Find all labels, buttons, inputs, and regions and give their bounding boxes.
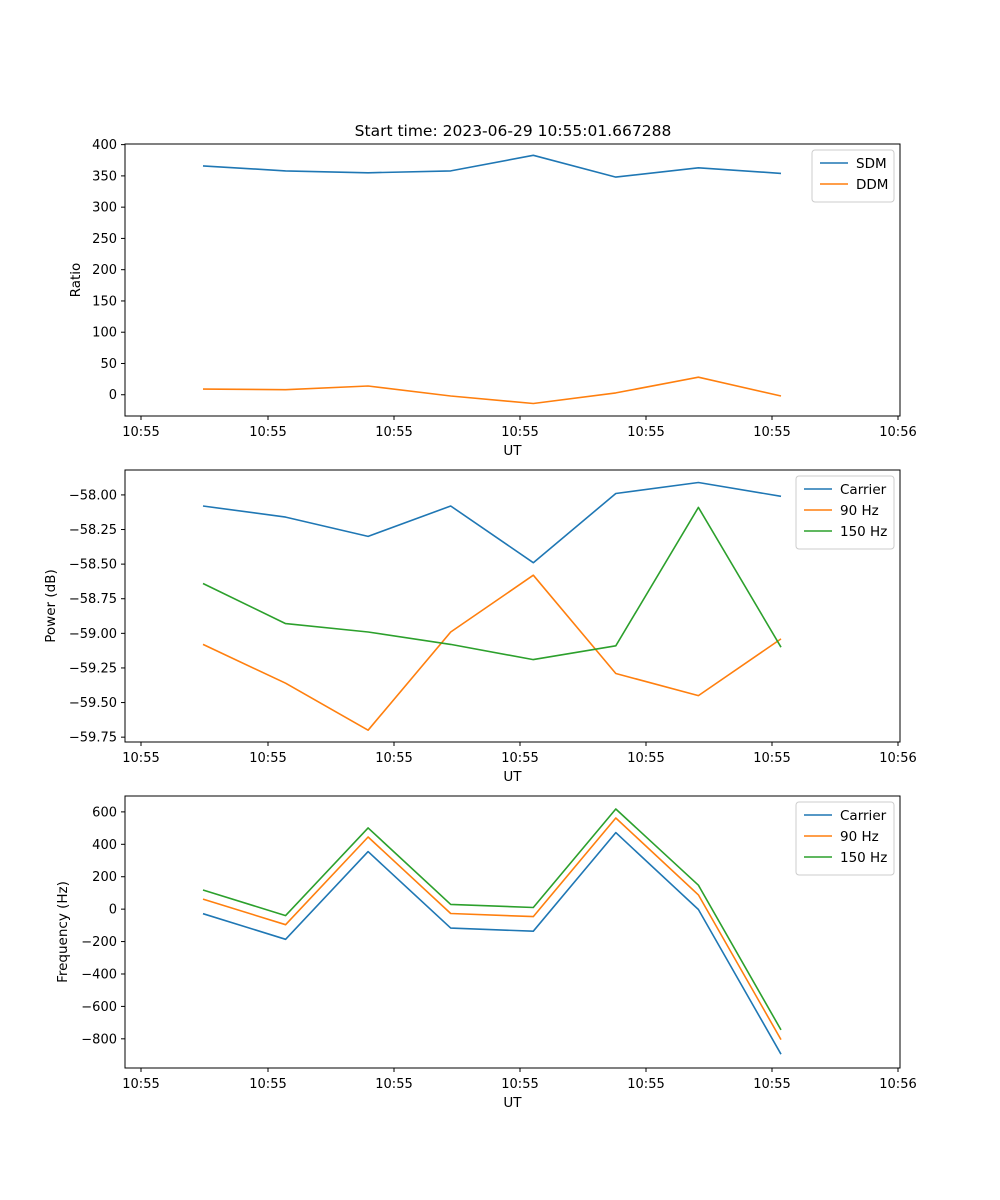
series-line-90-hz xyxy=(202,817,782,1040)
legend-label: Carrier xyxy=(840,808,887,824)
legend-label: Carrier xyxy=(840,482,887,498)
x-tick-label: 10:55 xyxy=(375,751,412,766)
y-tick-label: 150 xyxy=(92,294,117,309)
y-tick-label: −58.00 xyxy=(69,488,117,503)
x-tick-label: 10:56 xyxy=(879,1077,916,1092)
y-tick-label: 250 xyxy=(92,232,117,247)
legend-label: SDM xyxy=(856,156,887,172)
legend-label: 90 Hz xyxy=(840,503,879,519)
y-axis-label: Ratio xyxy=(68,263,84,298)
y-tick-label: 350 xyxy=(92,169,117,184)
plot-area xyxy=(124,469,901,743)
y-tick-label: −59.75 xyxy=(69,731,117,746)
x-tick-label: 10:55 xyxy=(501,1077,538,1092)
legend: SDM DDM xyxy=(811,149,895,203)
y-tick-label: −400 xyxy=(81,967,117,982)
y-tick-label: 0 xyxy=(109,388,117,403)
legend-label: 150 Hz xyxy=(840,850,887,866)
x-axis-label: UT xyxy=(503,443,522,459)
x-axis-label: UT xyxy=(503,769,522,785)
y-tick-label: 300 xyxy=(92,201,117,216)
subplot-3: −800 −600 −400 −200 0 200 400 600 10:55 10:55 10:5… xyxy=(55,795,917,1111)
legend: Carrier 90 Hz 150 Hz xyxy=(795,801,895,876)
y-tick-label: 400 xyxy=(92,838,117,853)
series-line-carrier xyxy=(202,831,782,1055)
x-tick-label: 10:55 xyxy=(249,425,286,440)
y-tick-label: 200 xyxy=(92,870,117,885)
x-tick-label: 10:55 xyxy=(122,751,159,766)
y-tick-label: 0 xyxy=(109,903,117,918)
series-line-150-hz xyxy=(202,808,782,1031)
subplot-1: 0 50 100 150 200 250 300 350 400 10:55 10:55 10:55 1… xyxy=(68,138,917,459)
x-tick-label: 10:55 xyxy=(501,425,538,440)
x-tick-label: 10:55 xyxy=(627,425,664,440)
y-tick-label: −58.25 xyxy=(69,523,117,538)
x-tick-label: 10:55 xyxy=(627,751,664,766)
y-tick-label: −59.25 xyxy=(69,661,117,676)
series-line-150-hz xyxy=(202,506,782,661)
x-tick-label: 10:55 xyxy=(753,425,790,440)
y-tick-label: −600 xyxy=(81,1000,117,1015)
y-axis-label: Power (dB) xyxy=(43,569,59,642)
y-tick-label: 50 xyxy=(100,357,117,372)
x-tick-label: 10:55 xyxy=(375,1077,412,1092)
series-line-sdm xyxy=(202,154,782,178)
y-tick-label: −58.75 xyxy=(69,592,117,607)
subplot-2: −59.75 −59.50 −59.25 −59.00 −58.75 −58.50 −58.… xyxy=(43,469,917,785)
y-axis-label: Frequency (Hz) xyxy=(55,881,71,983)
x-tick-label: 10:55 xyxy=(249,751,286,766)
x-tick-label: 10:55 xyxy=(753,751,790,766)
y-tick-label: 200 xyxy=(92,263,117,278)
plot-area xyxy=(124,795,901,1069)
y-tick-label: −58.50 xyxy=(69,558,117,573)
y-tick-label: 100 xyxy=(92,326,117,341)
y-tick-label: −59.00 xyxy=(69,627,117,642)
legend: Carrier 90 Hz 150 Hz xyxy=(795,475,895,550)
x-tick-label: 10:56 xyxy=(879,751,916,766)
series-line-ddm xyxy=(202,376,782,405)
series-line-90-hz xyxy=(202,574,782,732)
x-axis-label: UT xyxy=(503,1095,522,1111)
legend-label: DDM xyxy=(856,177,888,193)
x-tick-label: 10:56 xyxy=(879,425,916,440)
y-tick-label: 600 xyxy=(92,805,117,820)
y-tick-label: −59.50 xyxy=(69,696,117,711)
x-tick-label: 10:55 xyxy=(249,1077,286,1092)
series-line-carrier xyxy=(202,481,782,564)
legend-label: 90 Hz xyxy=(840,829,879,845)
y-tick-label: 400 xyxy=(92,138,117,153)
x-tick-label: 10:55 xyxy=(375,425,412,440)
x-tick-label: 10:55 xyxy=(122,425,159,440)
y-tick-label: −200 xyxy=(81,935,117,950)
chart-title: Start time: 2023-06-29 10:55:01.667288 xyxy=(355,122,672,140)
legend-label: 150 Hz xyxy=(840,524,887,540)
x-tick-label: 10:55 xyxy=(501,751,538,766)
x-tick-label: 10:55 xyxy=(627,1077,664,1092)
y-tick-label: −800 xyxy=(81,1032,117,1047)
x-tick-label: 10:55 xyxy=(753,1077,790,1092)
plot-area xyxy=(124,143,901,417)
x-tick-label: 10:55 xyxy=(122,1077,159,1092)
